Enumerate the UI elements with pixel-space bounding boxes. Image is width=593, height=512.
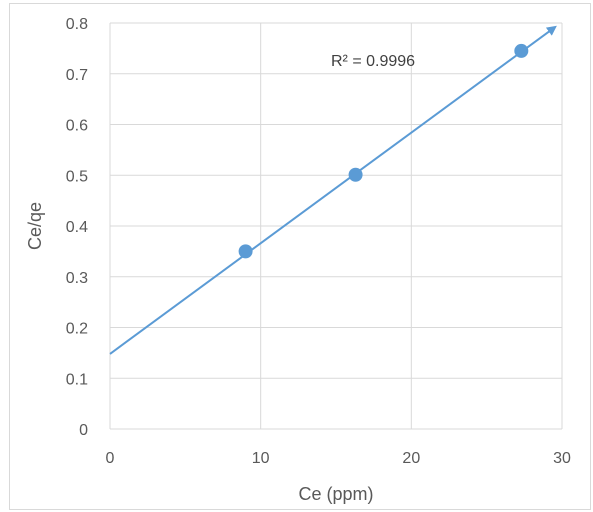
data-point xyxy=(514,43,529,58)
y-tick-label: 0.5 xyxy=(66,168,88,185)
linear-trendline xyxy=(109,25,557,355)
axes xyxy=(109,23,562,430)
grid-lines xyxy=(110,22,563,429)
y-tick-label: 0.3 xyxy=(66,270,88,287)
y-tick-label: 0.1 xyxy=(66,371,88,388)
y-tick-label: 0.4 xyxy=(66,219,88,236)
x-tick-label: 30 xyxy=(553,450,571,467)
data-point xyxy=(238,244,253,259)
data-point xyxy=(348,167,363,182)
y-tick-label: 0 xyxy=(79,422,88,439)
x-tick-label: 0 xyxy=(106,450,115,467)
tick-labels: 0 0.1 0.2 0.3 0.4 0.5 0.6 0.7 0.8 0 10 20 30 xyxy=(66,16,571,467)
y-axis-title: Ce/qe xyxy=(25,202,45,250)
y-tick-label: 0.6 xyxy=(66,118,88,135)
y-tick-label: 0.7 xyxy=(66,67,88,84)
y-tick-label: 0.2 xyxy=(66,321,88,338)
annotation-r-squared: R² = 0.9996 xyxy=(331,53,415,70)
trendline-layer xyxy=(109,25,557,355)
x-tick-label: 10 xyxy=(252,450,270,467)
y-tick-label: 0.8 xyxy=(66,16,88,33)
chart-frame xyxy=(9,3,591,510)
x-tick-label: 20 xyxy=(402,450,420,467)
data-points xyxy=(238,43,529,259)
x-axis-title: Ce (ppm) xyxy=(298,484,373,504)
